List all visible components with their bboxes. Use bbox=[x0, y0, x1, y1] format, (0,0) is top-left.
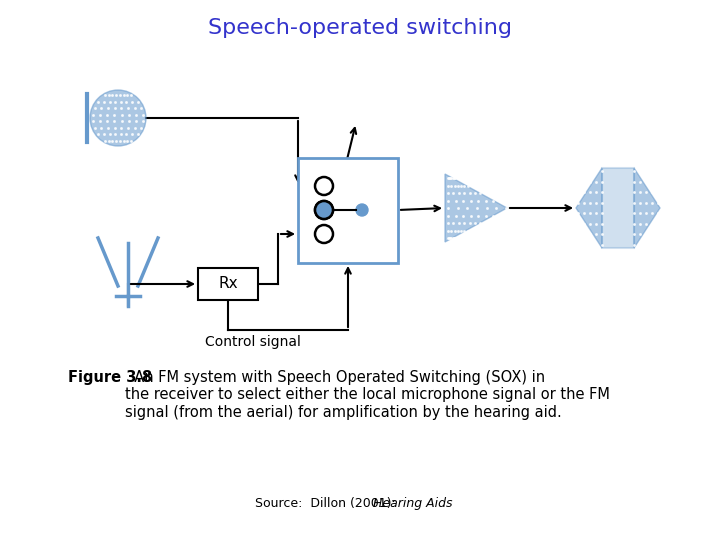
Polygon shape bbox=[634, 168, 660, 248]
Polygon shape bbox=[445, 174, 507, 242]
Text: Figure 3.8: Figure 3.8 bbox=[68, 370, 152, 385]
Circle shape bbox=[315, 177, 333, 195]
Text: Source:  Dillon (2001):: Source: Dillon (2001): bbox=[255, 496, 400, 510]
Circle shape bbox=[90, 90, 146, 146]
Circle shape bbox=[315, 225, 333, 243]
Polygon shape bbox=[576, 168, 602, 248]
Circle shape bbox=[356, 204, 368, 216]
Text: Speech-operated switching: Speech-operated switching bbox=[208, 18, 512, 38]
Circle shape bbox=[315, 201, 333, 219]
Circle shape bbox=[315, 201, 333, 219]
Bar bbox=[298, 158, 398, 263]
Bar bbox=[198, 268, 258, 300]
Text: Rx: Rx bbox=[218, 276, 238, 292]
Text: Control signal: Control signal bbox=[205, 335, 301, 349]
Text: Hearing Aids: Hearing Aids bbox=[373, 496, 452, 510]
Text: An FM system with Speech Operated Switching (SOX) in
the receiver to select eith: An FM system with Speech Operated Switch… bbox=[125, 370, 610, 420]
Bar bbox=[602, 168, 634, 248]
